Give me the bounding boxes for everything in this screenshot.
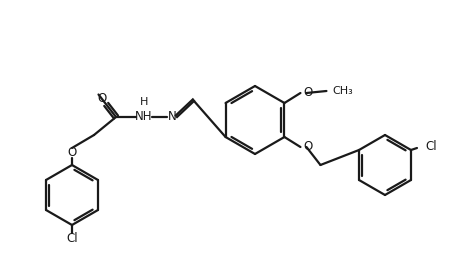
Text: CH₃: CH₃ [332, 86, 353, 96]
Text: O: O [303, 140, 313, 154]
Text: N: N [168, 110, 176, 124]
Text: O: O [303, 87, 313, 99]
Text: O: O [68, 147, 76, 159]
Text: Cl: Cl [425, 140, 437, 152]
Text: H: H [140, 97, 148, 107]
Text: Cl: Cl [66, 233, 78, 245]
Text: O: O [97, 92, 106, 106]
Text: NH: NH [135, 110, 153, 124]
